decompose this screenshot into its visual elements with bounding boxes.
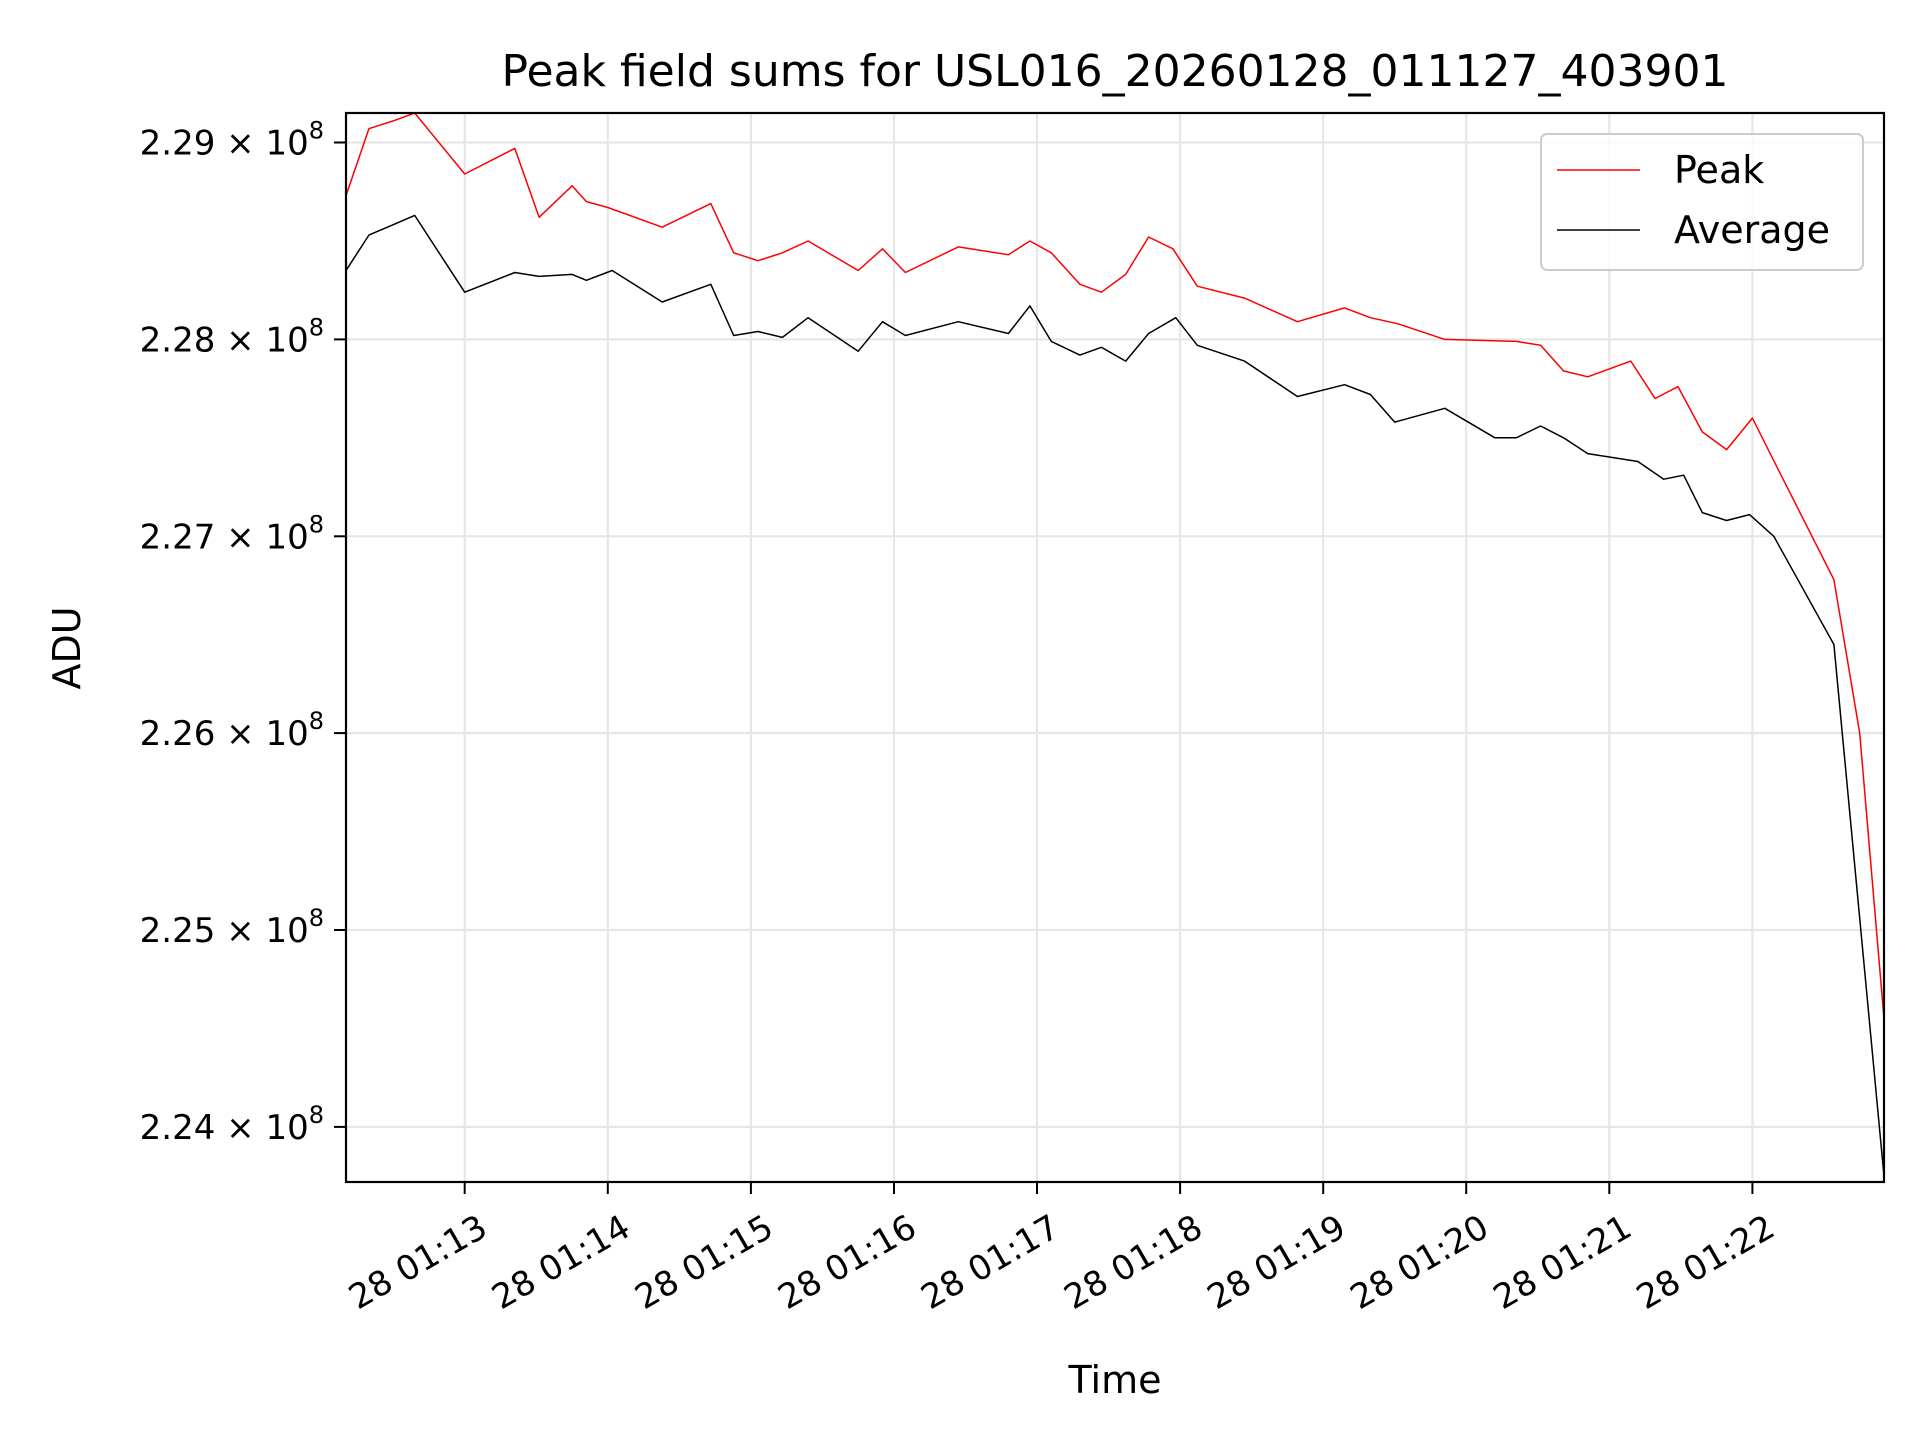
legend-box xyxy=(1540,133,1864,271)
y-tick-label: 2.25 × 108 xyxy=(140,904,324,951)
plot-frame xyxy=(344,111,1886,1184)
y-tick-label: 2.24 × 108 xyxy=(140,1101,324,1148)
series-line-peak xyxy=(346,113,1884,1019)
y-axis-label: ADU xyxy=(45,606,89,689)
x-axis-label: Time xyxy=(1068,1358,1162,1402)
legend-label-peak: Peak xyxy=(1674,148,1764,192)
series-line-average xyxy=(346,214,1884,1177)
y-tick-label: 2.28 × 108 xyxy=(140,313,324,360)
y-tick-label: 2.29 × 108 xyxy=(140,117,324,164)
y-tick-label: 2.27 × 108 xyxy=(140,510,324,557)
chart-title: Peak field sums for USL016_20260128_0111… xyxy=(502,46,1729,97)
y-tick-label: 2.26 × 108 xyxy=(140,707,324,754)
series-lines xyxy=(346,113,1884,1177)
gridlines xyxy=(346,113,1884,1182)
legend-label-average: Average xyxy=(1674,208,1830,252)
legend: Peak Average xyxy=(1540,133,1864,271)
y-axis: 2.24 × 108 2.25 × 108 2.26 × 108 2.27 × 108… xyxy=(140,117,346,1148)
